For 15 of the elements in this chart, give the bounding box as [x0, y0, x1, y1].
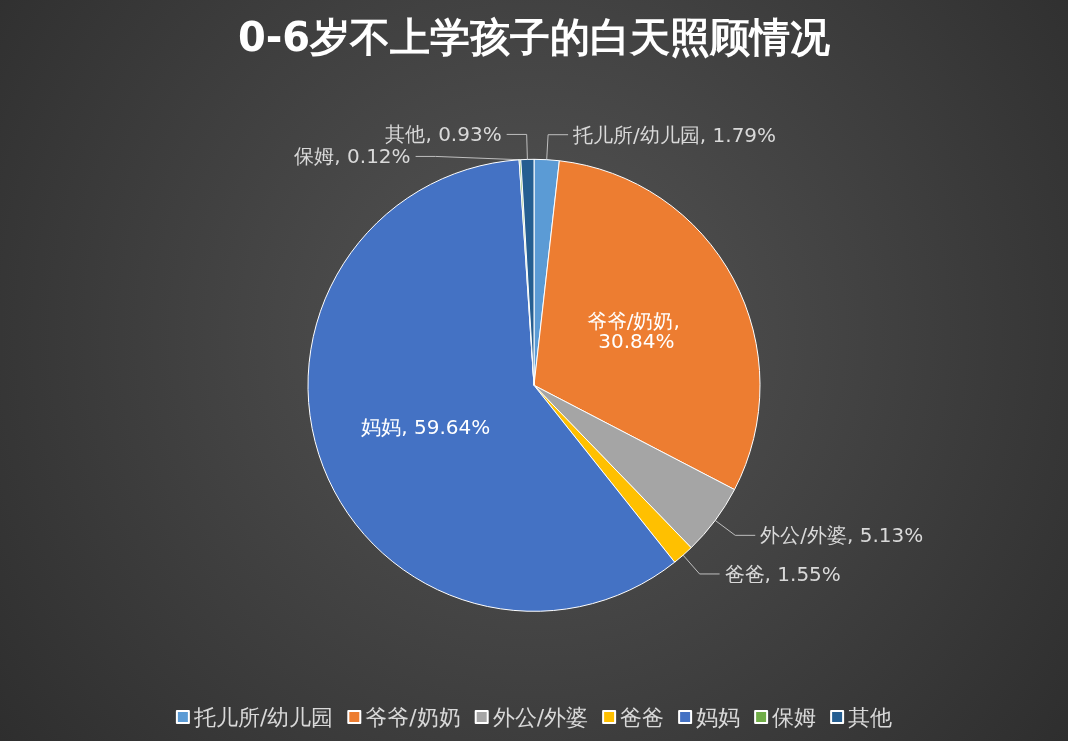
data-label: 外公/外婆, 5.13% — [760, 523, 924, 548]
legend-label: 妈妈 — [696, 704, 741, 730]
data-label: 其他, 0.93% — [385, 122, 502, 147]
chart-title: 0-6岁不上学孩子的白天照顾情况 — [237, 14, 831, 60]
data-label: 爸爸, 1.55% — [724, 561, 841, 586]
legend-label: 托儿所/幼儿园 — [192, 704, 334, 730]
legend-label: 保姆 — [772, 704, 817, 730]
legend-label: 其他 — [848, 704, 893, 730]
data-label: 托儿所/幼儿园, 1.79% — [572, 122, 777, 147]
data-label: 保姆, 0.12% — [294, 144, 411, 169]
data-label: 妈妈, 59.64% — [361, 415, 491, 440]
data-label: 爷爷/奶奶, 30.84% — [586, 308, 687, 353]
legend-label: 外公/外婆 — [492, 704, 589, 730]
legend-label: 爷爷/奶奶 — [365, 704, 461, 730]
legend-label: 爸爸 — [620, 704, 665, 730]
